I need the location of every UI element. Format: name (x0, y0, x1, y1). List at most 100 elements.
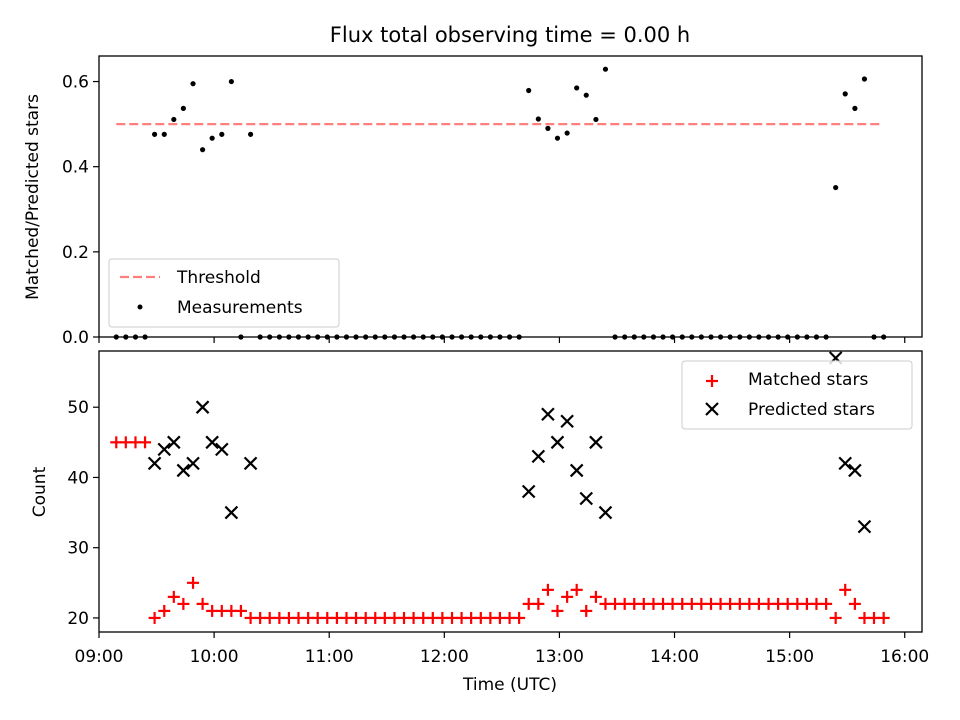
predicted-stars-point (848, 463, 862, 478)
chart-title: Flux total observing time = 0.00 h (330, 23, 690, 47)
matched-stars-point (570, 583, 583, 596)
measurement-point (219, 131, 225, 137)
predicted-stars-point (531, 449, 546, 464)
x-tick-label: 10:00 (190, 647, 239, 667)
ratio-panel: 0.0 0.2 0.4 0.6 Matched/Predicted stars Thr… (23, 55, 923, 348)
predicted-stars-point (550, 435, 565, 450)
predicted-stars-point (186, 456, 200, 471)
measurement-point (535, 116, 541, 122)
ratio-y-tick-label: 0.4 (62, 158, 89, 178)
matched-stars-point (148, 611, 161, 624)
predicted-stars-point (521, 484, 536, 499)
measurement-point (161, 131, 167, 137)
count-y-tick-label: 20 (67, 609, 89, 629)
legend-measurements-label: Measurements (177, 298, 303, 318)
measurement-point (247, 131, 254, 137)
count-y-tick-label: 50 (67, 398, 89, 418)
measurement-point (852, 105, 858, 111)
predicted-stars-point (569, 463, 584, 478)
x-tick-label: 16:00 (880, 647, 929, 667)
predicted-stars-point (215, 442, 229, 457)
legend-predicted-swatch (705, 402, 719, 416)
measurement-point (190, 81, 196, 87)
x-axis-label: Time (UTC) (462, 675, 557, 695)
x-tick-label: 14:00 (650, 647, 699, 667)
measurement-point (199, 147, 206, 153)
predicted-stars-point (147, 456, 162, 471)
matched-stars-point (513, 611, 526, 624)
count-y-tick-label: 30 (67, 539, 89, 559)
matched-stars-point (589, 590, 602, 603)
ratio-axes: 0.0 0.2 0.4 0.6 (62, 73, 906, 348)
measurement-point (545, 125, 551, 131)
count-marks (110, 351, 890, 624)
matched-stars-point (820, 597, 833, 610)
predicted-stars-point (857, 519, 872, 534)
measurement-point (861, 76, 868, 82)
measurement-point (574, 85, 580, 91)
predicted-stars-point (195, 400, 210, 414)
matched-stars-point (139, 436, 152, 449)
ratio-y-tick-label: 0.2 (62, 243, 89, 263)
matched-stars-point (580, 604, 593, 617)
matched-stars-point (561, 590, 574, 603)
count-legend-box (681, 360, 913, 430)
predicted-stars-point (579, 491, 594, 506)
measurement-point (593, 116, 599, 123)
ratio-y-tick-label: 0.6 (62, 73, 89, 93)
matched-stars-point (234, 604, 247, 617)
count-panel: 20 30 40 50 09:00 10:00 11:00 12:00 13:00 14:00 15… (30, 350, 929, 695)
measurement-point (583, 92, 589, 98)
predicted-stars-point (598, 505, 613, 520)
ratio-y-tick-label: 0.0 (62, 328, 89, 348)
x-tick-label: 15:00 (765, 647, 814, 667)
predicted-stars-point (243, 456, 258, 471)
matched-stars-point (541, 583, 554, 596)
x-tick-label: 12:00 (420, 647, 469, 667)
measurement-point (526, 87, 532, 94)
legend-predicted-label: Predicted stars (748, 400, 875, 420)
measurement-point (554, 135, 561, 141)
matched-stars-point (196, 597, 209, 610)
measurement-point (833, 184, 839, 191)
ratio-legend: Threshold Measurements (108, 258, 340, 328)
x-tick-label: 13:00 (535, 647, 584, 667)
ratio-y-axis-label: Matched/Predicted stars (23, 94, 43, 300)
matched-stars-point (532, 597, 545, 610)
ratio-legend-box (108, 258, 340, 328)
measurement-point (180, 105, 186, 111)
matched-stars-point (848, 597, 861, 610)
predicted-stars-point (176, 463, 191, 478)
legend-threshold-label: Threshold (176, 268, 261, 288)
x-tick-label: 11:00 (305, 647, 354, 667)
predicted-stars-point (167, 435, 181, 450)
count-axes: 20 30 40 50 09:00 10:00 11:00 12:00 13:00 14:00 15… (67, 398, 929, 667)
matched-stars-point (158, 604, 171, 617)
count-legend: Matched stars Predicted stars (681, 360, 913, 430)
predicted-stars-point (838, 456, 853, 471)
measurement-point (564, 130, 570, 136)
matched-stars-point (839, 583, 852, 596)
x-tick-label: 09:00 (75, 647, 124, 667)
matched-stars-point (551, 604, 564, 617)
predicted-stars-point (205, 435, 219, 450)
count-y-tick-label: 40 (67, 468, 89, 488)
matched-stars-point (167, 590, 180, 603)
measurement-point (602, 66, 609, 72)
measurement-point (842, 91, 848, 97)
matched-stars-point (877, 611, 890, 624)
measurement-point (151, 131, 158, 137)
count-panel-frame (98, 350, 923, 633)
matched-stars-point (829, 611, 842, 624)
legend-measurements-swatch (137, 304, 143, 310)
legend-matched-swatch (706, 375, 718, 387)
ratio-panel-frame (98, 55, 923, 338)
matched-stars-point (177, 597, 190, 610)
predicted-stars-point (541, 407, 555, 422)
measurement-point (228, 78, 234, 85)
measurement-point (209, 135, 215, 141)
count-y-axis-label: Count (30, 466, 50, 517)
predicted-stars-point (224, 505, 239, 520)
